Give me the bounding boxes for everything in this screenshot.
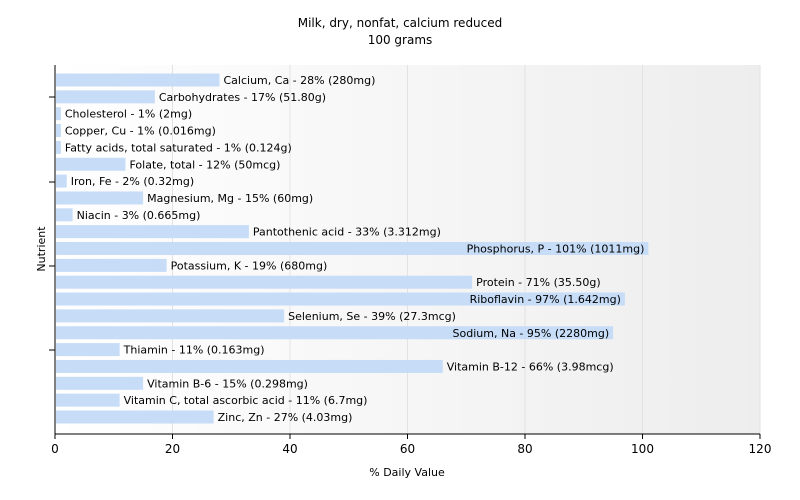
bar-label: Pantothenic acid - 33% (3.312mg) [253,226,441,239]
bar-label: Magnesium, Mg - 15% (60mg) [147,192,313,205]
x-axis-label: % Daily Value [369,466,445,479]
bar [56,410,214,424]
bar-label: Iron, Fe - 2% (0.32mg) [71,175,194,188]
bar [56,359,443,373]
bar-label: Copper, Cu - 1% (0.016mg) [65,125,216,138]
chart-subtitle: 100 grams [368,33,433,47]
bar [56,275,473,289]
bar-label: Folate, total - 12% (50mcg) [130,158,281,171]
bar-label: Vitamin B-12 - 66% (3.98mcg) [447,360,614,373]
x-axis-ticks: 0 20 40 60 80 100 120 [51,434,771,456]
bar [56,140,61,154]
bar-label: Cholesterol - 1% (2mg) [65,108,192,121]
x-tick-label: 100 [631,442,654,456]
bar-label: Carbohydrates - 17% (51.80g) [159,91,326,104]
bar [56,309,285,323]
bar [56,225,249,239]
bar [56,73,220,87]
bar [56,107,61,121]
bar [56,191,144,205]
bar [56,393,120,407]
bar-label: Sodium, Na - 95% (2280mg) [453,327,610,340]
bar-label: Potassium, K - 19% (680mg) [171,259,328,272]
bar [56,208,73,222]
bar-label: Vitamin C, total ascorbic acid - 11% (6.… [124,394,368,407]
bar [56,242,649,255]
bar-label: Vitamin B-6 - 15% (0.298mg) [147,377,308,390]
bar-label: Riboflavin - 97% (1.642mg) [470,293,621,306]
bar [56,157,126,171]
bars [56,73,649,424]
bar-label: Fatty acids, total saturated - 1% (0.124… [65,141,292,154]
bar [56,292,625,306]
bar [56,174,67,188]
bar-label: Zinc, Zn - 27% (4.03mg) [218,411,353,424]
bar [56,90,155,104]
bar-labels: Calcium, Ca - 28% (280mg) Carbohydrates -… [65,74,645,424]
bar-label: Phosphorus, P - 101% (1011mg) [467,243,645,256]
bar-label: Protein - 71% (35.50g) [476,276,601,289]
bar [56,343,120,357]
x-tick-label: 20 [165,442,180,456]
y-axis-label: Nutrient [35,226,48,272]
bar [56,258,167,272]
x-tick-label: 80 [517,442,532,456]
bar [56,124,61,138]
bar [56,376,144,390]
bar-label: Selenium, Se - 39% (27.3mcg) [288,310,456,323]
bar [56,326,614,340]
x-tick-label: 120 [749,442,772,456]
x-tick-label: 60 [400,442,415,456]
bar-label: Calcium, Ca - 28% (280mg) [224,74,376,87]
bar-label: Niacin - 3% (0.665mg) [77,209,201,222]
x-tick-label: 40 [282,442,297,456]
bar-label: Thiamin - 11% (0.163mg) [123,344,265,357]
chart-title: Milk, dry, nonfat, calcium reduced [298,16,503,30]
x-tick-label: 0 [51,442,59,456]
